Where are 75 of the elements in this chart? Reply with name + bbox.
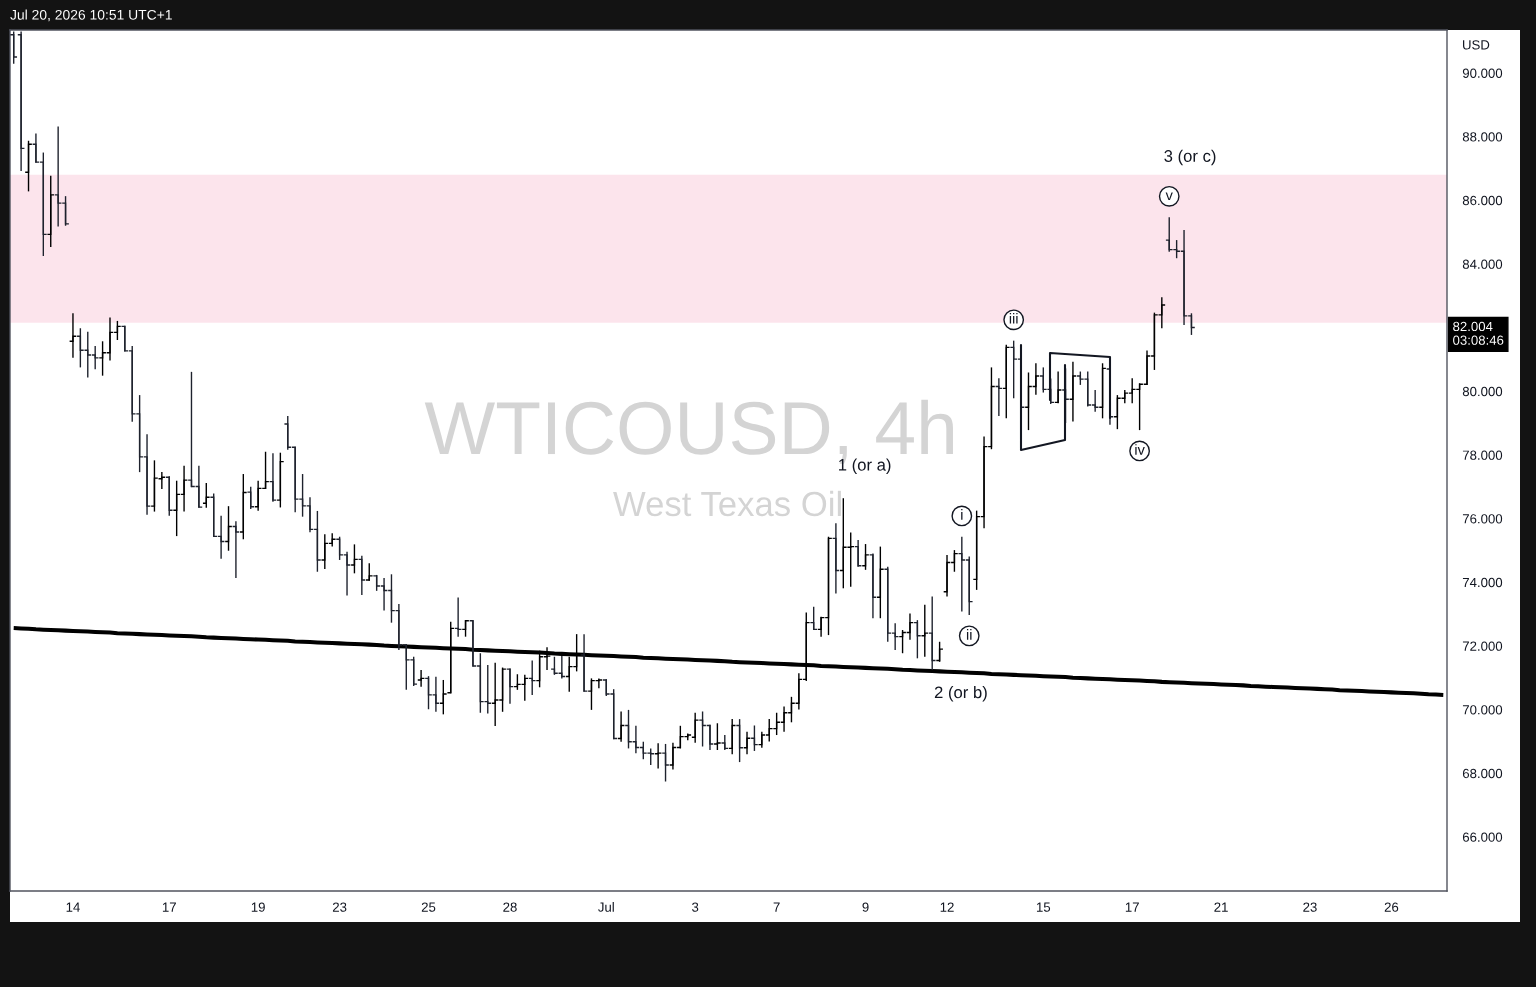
candlestick [876,545,885,619]
y-tick-label: 78.000 [1462,450,1503,460]
x-tick-label: 28 [503,902,517,912]
x-tick-label: 17 [1125,902,1139,912]
x-tick-label: 19 [251,902,265,912]
y-tick-label: 68.000 [1462,768,1503,779]
candlestick [735,718,744,763]
candlestick [246,486,255,510]
candlestick [728,718,737,755]
text: 3 (or c) v [1164,149,1216,201]
candlestick [1098,362,1107,420]
candlestick [10,30,18,65]
y-axis-title: USD [1463,40,1490,50]
candlestick [505,667,515,705]
x-tick-label: 7 [773,902,780,912]
y-tick-label: 66.000 [1462,832,1503,842]
candlestick [742,731,752,755]
x-tick-label: 23 [1303,902,1317,912]
candlestick [268,452,277,503]
y-tick-label: 70.000 [1462,705,1503,715]
candlestick [928,595,937,671]
x-tick-label: 3 [692,902,699,912]
text: Jul 20, 2026 10:51 UTC+1 [10,9,172,22]
text: iii [1009,313,1018,324]
candlestick [920,604,929,658]
candlestick [24,140,33,193]
x-tick-label: 14 [66,902,80,912]
candlestick [854,539,863,568]
x-tick-label: 21 [1214,902,1228,912]
text: ii [966,629,972,640]
y-tick-label: 90.000 [1462,68,1503,78]
candlestick [935,641,944,663]
x-tick-label: 17 [162,902,176,912]
candlestick [439,679,448,716]
text: i [961,509,963,520]
candlestick [239,473,248,540]
x-tick-label: 15 [1036,902,1051,912]
y-tick-label: 74.000 [1462,577,1503,588]
candlestick [224,505,233,552]
candlestick [350,543,359,575]
candlestick [231,520,240,579]
y-tick-label: 86.000 [1462,195,1503,206]
candlestick [68,312,77,359]
candlestick [165,475,174,517]
y-tick-label: 72.000 [1462,641,1503,651]
candlestick [831,522,840,595]
y-tick-label: 88.000 [1462,132,1503,142]
x-tick-label: 25 [421,902,436,912]
y-tick-label: 80.000 [1462,386,1503,397]
candlestick [1068,360,1077,423]
candlestick [654,742,663,770]
x-tick-label: 23 [332,902,347,912]
text: 2 (or b) [934,686,987,702]
x-tick-label: 12 [940,902,954,912]
candlestick [691,712,700,744]
x-tick-label: 9 [862,902,869,912]
x-tick-label: Jul [598,902,614,912]
y-tick-label: 84.000 [1462,259,1503,269]
candlestick [357,555,366,596]
y-tick-label: 76.000 [1462,514,1503,524]
text: 82.004 03:08:46 [1453,321,1504,345]
candlestick [17,30,26,172]
candlestick [913,619,922,660]
text: iv [1135,444,1145,455]
candlestick [580,633,589,693]
candlestick [661,743,670,783]
candlestick [617,710,626,743]
candlestick [46,175,55,248]
candlestick [868,552,877,619]
candlestick [1054,370,1063,405]
x-tick-label: 26 [1384,902,1399,912]
candlestick [713,722,722,751]
candlestick [417,669,426,688]
candlestick [1002,344,1011,420]
candlestick [276,452,285,509]
